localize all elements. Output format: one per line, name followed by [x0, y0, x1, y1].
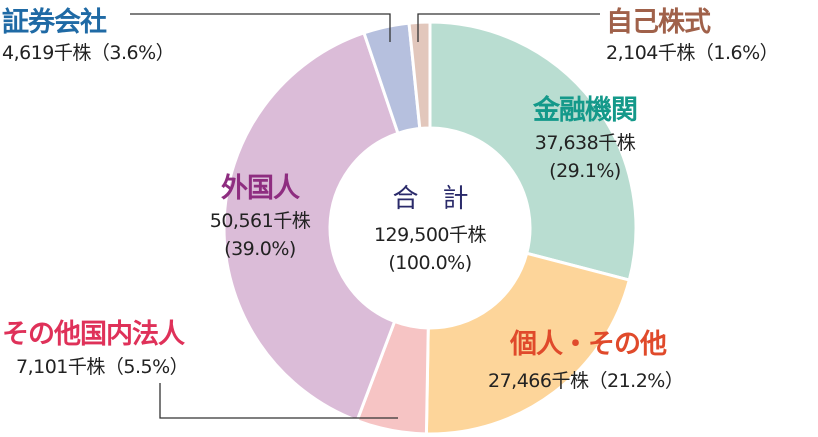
- center-percent: (100.0%): [388, 252, 472, 274]
- percent-financial: (29.1%): [549, 160, 621, 182]
- label-treasury: 自己株式: [606, 7, 711, 38]
- value-domestic: 7,101千株（5.5%）: [16, 356, 189, 378]
- leader-line-securities: [130, 13, 391, 42]
- slice-foreign: [222, 30, 400, 423]
- leader-line-treasury: [417, 13, 600, 42]
- value-securities: 4,619千株（3.6%）: [2, 42, 175, 64]
- slice-individual: [424, 251, 632, 436]
- donut-slices: [222, 20, 638, 436]
- leader-line-domestic: [159, 383, 398, 419]
- value-foreign: 50,561千株: [209, 210, 311, 232]
- percent-foreign: (39.0%): [224, 238, 296, 260]
- label-securities: 証券会社: [2, 7, 107, 38]
- center-title: 合 計: [392, 184, 468, 214]
- center-total: 129,500千株: [373, 224, 487, 246]
- label-financial: 金融機関: [533, 95, 638, 126]
- label-foreign: 外国人: [221, 173, 300, 204]
- label-domestic: その他国内法人: [2, 319, 185, 350]
- value-treasury: 2,104千株（1.6%）: [606, 42, 779, 64]
- slice-treasury: [407, 20, 432, 131]
- slice-financial: [428, 20, 638, 282]
- value-individual: 27,466千株（21.2%）: [488, 370, 684, 392]
- label-individual: 個人・その他: [510, 329, 667, 360]
- value-financial: 37,638千株: [534, 132, 636, 154]
